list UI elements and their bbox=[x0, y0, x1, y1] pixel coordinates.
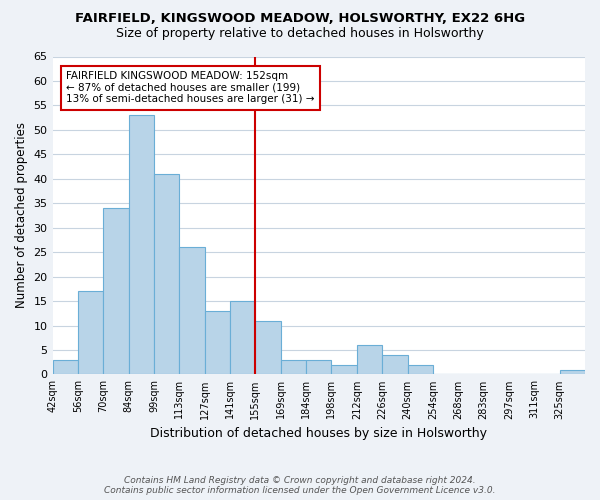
Bar bbox=[256, 320, 281, 374]
Bar bbox=[230, 301, 256, 374]
Bar bbox=[382, 355, 407, 374]
Bar bbox=[205, 311, 230, 374]
Bar bbox=[154, 174, 179, 374]
Bar bbox=[357, 345, 382, 374]
Text: FAIRFIELD, KINGSWOOD MEADOW, HOLSWORTHY, EX22 6HG: FAIRFIELD, KINGSWOOD MEADOW, HOLSWORTHY,… bbox=[75, 12, 525, 26]
X-axis label: Distribution of detached houses by size in Holsworthy: Distribution of detached houses by size … bbox=[150, 427, 487, 440]
Bar bbox=[407, 364, 433, 374]
Bar bbox=[78, 292, 103, 374]
Text: Contains HM Land Registry data © Crown copyright and database right 2024.
Contai: Contains HM Land Registry data © Crown c… bbox=[104, 476, 496, 495]
Bar bbox=[128, 115, 154, 374]
Bar bbox=[53, 360, 78, 374]
Bar bbox=[331, 364, 357, 374]
Bar bbox=[103, 208, 128, 374]
Text: Size of property relative to detached houses in Holsworthy: Size of property relative to detached ho… bbox=[116, 28, 484, 40]
Bar bbox=[306, 360, 331, 374]
Bar bbox=[281, 360, 306, 374]
Text: FAIRFIELD KINGSWOOD MEADOW: 152sqm
← 87% of detached houses are smaller (199)
13: FAIRFIELD KINGSWOOD MEADOW: 152sqm ← 87%… bbox=[67, 71, 315, 104]
Bar bbox=[179, 248, 205, 374]
Bar bbox=[560, 370, 585, 374]
Y-axis label: Number of detached properties: Number of detached properties bbox=[15, 122, 28, 308]
